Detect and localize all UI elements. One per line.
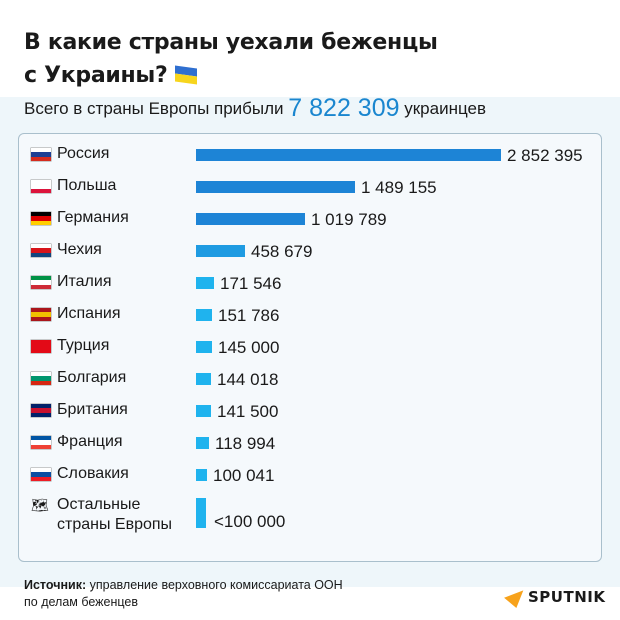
bar [196,181,355,193]
country-flag-icon [31,244,51,257]
bar-row: Франция 118 994 [0,431,620,455]
source-text: управление верховного комиссариата ООН [89,578,343,592]
value-label: <100 000 [214,512,286,531]
bar [196,245,245,257]
bar-row: Словакия 100 041 [0,463,620,487]
chart-panel [18,133,602,562]
page-title: В какие страны уехали беженцы с Украины? [24,26,438,92]
bar [196,405,211,417]
bar-row: Болгария 144 018 [0,367,620,391]
category-label: Болгария [57,369,127,386]
source-label: Источник: [24,578,87,592]
europe-map-icon: 🗺 [31,498,49,514]
category-label: Германия [57,209,129,226]
bar [196,498,206,528]
country-flag-icon [31,340,51,353]
value-label: 458 679 [251,242,313,261]
sputnik-logo-text: SPUTNIK [528,588,606,606]
country-flag-icon [31,404,51,417]
title-line-1: В какие страны уехали беженцы [24,30,438,55]
value-label: 145 000 [218,338,280,357]
value-label: 1 019 789 [311,210,387,229]
bar-row: Испания 151 786 [0,303,620,327]
country-flag-icon [31,468,51,481]
sputnik-logo: SPUTNIK [504,583,606,609]
country-flag-icon [31,212,51,225]
category-label: Остальные страны Европы [57,495,172,535]
category-label: Россия [57,145,110,162]
bar-row: Италия 171 546 [0,271,620,295]
country-flag-icon [31,372,51,385]
label-line-1: Остальные [57,496,141,513]
value-label: 100 041 [213,466,275,485]
bar-row: Германия 1 019 789 [0,207,620,231]
bar-row: Польша 1 489 155 [0,175,620,199]
country-flag-icon [31,180,51,193]
value-label: 151 786 [218,306,280,325]
country-flag-icon [31,148,51,161]
bar [196,469,207,481]
category-label: Франция [57,433,123,450]
bar [196,437,209,449]
subtitle: Всего в страны Европы прибыли 7 822 309 … [24,96,486,121]
bar [196,373,211,385]
total-count: 7 822 309 [288,94,400,122]
category-label: Испания [57,305,121,322]
value-label: 118 994 [215,434,276,453]
title-line-2: с Украины? [24,63,168,88]
category-label: Британия [57,401,128,418]
category-label: Италия [57,273,112,290]
subtitle-prefix: Всего в страны Европы прибыли [24,99,284,118]
sputnik-logo-icon [504,583,528,609]
value-label: 2 852 395 [507,146,583,165]
ukraine-flag-icon [175,65,198,85]
country-flag-icon [31,308,51,321]
value-label: 1 489 155 [361,178,437,197]
value-label: 171 546 [220,274,282,293]
bar-row: Чехия 458 679 [0,239,620,263]
bar-row: Россия 2 852 395 [0,143,620,167]
value-label: 144 018 [217,370,279,389]
bar [196,277,214,289]
category-label: Турция [57,337,110,354]
category-label: Чехия [57,241,102,258]
value-label: 141 500 [217,402,279,421]
source-note: Источник: управление верховного комиссар… [24,577,343,611]
source-text-2: по делам беженцев [24,595,138,609]
bar-row: Турция 145 000 [0,335,620,359]
bar [196,309,212,321]
category-label: Польша [57,177,117,194]
bar [196,149,501,161]
bar [196,213,305,225]
label-line-2: страны Европы [57,516,173,533]
country-flag-icon [31,436,51,449]
country-flag-icon [31,276,51,289]
subtitle-suffix: украинцев [404,99,486,118]
category-label: Словакия [57,465,129,482]
bar [196,341,212,353]
bar-row: Британия 141 500 [0,399,620,423]
bar-row: 🗺 Остальные страны Европы <100 000 [0,495,620,533]
